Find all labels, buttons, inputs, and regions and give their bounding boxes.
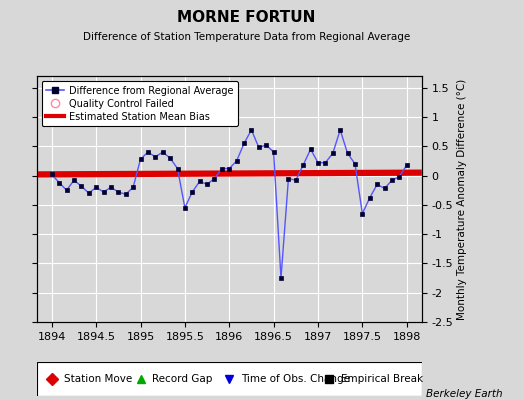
Text: Time of Obs. Change: Time of Obs. Change [241, 374, 350, 384]
Text: Record Gap: Record Gap [152, 374, 213, 384]
Text: Empirical Break: Empirical Break [341, 374, 423, 384]
Text: Berkeley Earth: Berkeley Earth [427, 389, 503, 399]
Text: Difference of Station Temperature Data from Regional Average: Difference of Station Temperature Data f… [83, 32, 410, 42]
Text: MORNE FORTUN: MORNE FORTUN [177, 10, 315, 25]
Legend: Difference from Regional Average, Quality Control Failed, Estimated Station Mean: Difference from Regional Average, Qualit… [41, 81, 238, 126]
Text: Station Move: Station Move [63, 374, 132, 384]
Y-axis label: Monthly Temperature Anomaly Difference (°C): Monthly Temperature Anomaly Difference (… [457, 78, 467, 320]
